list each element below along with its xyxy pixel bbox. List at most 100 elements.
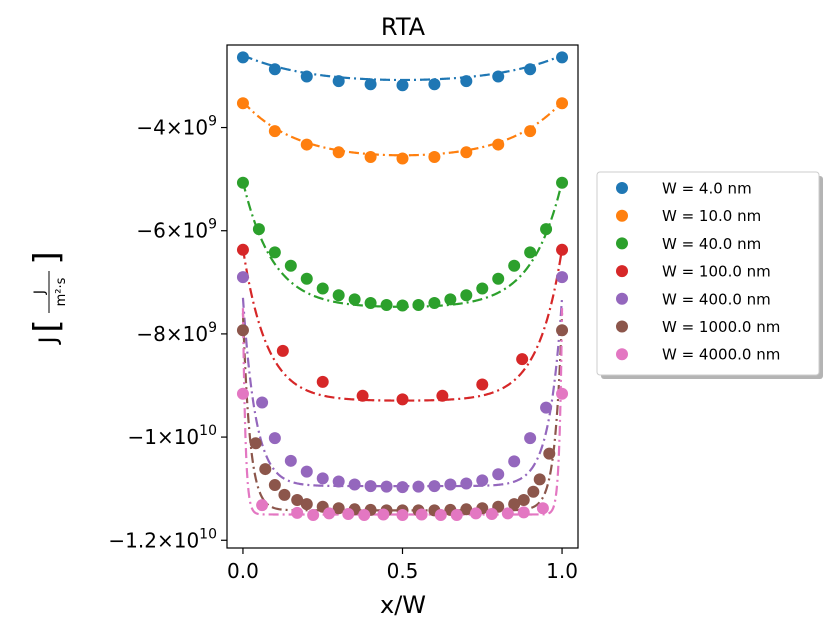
data-point [348, 293, 361, 306]
legend-marker [616, 237, 628, 250]
legend-marker [616, 292, 628, 305]
data-point [268, 246, 281, 259]
data-point [356, 389, 369, 402]
data-point [316, 375, 329, 388]
x-tick-label: 0.0 [227, 559, 259, 583]
fit-line [241, 248, 564, 402]
y-axis-label-denominator: m²·s [54, 277, 69, 306]
data-point [332, 146, 345, 159]
data-point [380, 299, 393, 312]
legend-marker [616, 320, 628, 333]
data-point [249, 437, 262, 450]
legend-label: W = 4000.0 nm [662, 346, 780, 364]
data-point [444, 293, 457, 306]
legend-label: W = 4.0 nm [662, 180, 752, 198]
data-point [412, 480, 425, 493]
data-point [236, 243, 249, 256]
legend-box [596, 171, 820, 376]
data-point [460, 503, 473, 516]
data-point [460, 289, 473, 302]
fit-line [242, 101, 563, 157]
data-point [476, 474, 489, 487]
data-point [268, 479, 281, 492]
x-axis-label: x/W [380, 591, 426, 619]
data-point [364, 296, 377, 309]
data-point [396, 393, 409, 406]
data-point [428, 150, 441, 163]
y-tick-label: −1.2×1010 [108, 526, 217, 552]
x-tick-label: 1.0 [546, 559, 578, 583]
y-axis-label-symbol: J [34, 336, 62, 345]
data-point [323, 507, 336, 520]
data-point [278, 488, 291, 501]
data-point [236, 271, 249, 284]
chart-title: RTA [381, 13, 426, 41]
y-tick-label: −1×1010 [127, 423, 217, 449]
data-point [316, 472, 329, 485]
legend-marker [616, 182, 628, 194]
data-point [332, 289, 345, 302]
data-point [527, 485, 540, 498]
data-point [536, 502, 549, 515]
data-point [516, 353, 529, 366]
plot-area [226, 44, 579, 549]
data-point [396, 79, 409, 92]
legend-marker [616, 265, 628, 278]
data-point [396, 299, 409, 312]
legend-items: W = 4.0 nm W = 10.0 nm W = 40.0 nm W = 100.… [616, 180, 780, 364]
data-point [377, 508, 390, 521]
data-point [476, 378, 489, 391]
data-point [469, 507, 482, 520]
data-point [332, 502, 345, 515]
data-point [284, 259, 297, 272]
data-point [501, 507, 514, 520]
data-point [524, 63, 537, 76]
data-point [428, 480, 441, 493]
data-point [517, 506, 530, 519]
data-point [236, 176, 249, 189]
data-point [543, 447, 556, 460]
data-point [300, 465, 313, 478]
data-point [540, 223, 553, 236]
data-point [256, 396, 269, 409]
data-point [434, 508, 447, 521]
data-point [256, 499, 269, 512]
y-axis-label: J [ J m²·s ] [27, 251, 69, 345]
data-point [428, 296, 441, 309]
data-point [284, 454, 297, 467]
data-point [533, 473, 546, 486]
data-point [300, 138, 313, 151]
data-point [291, 506, 304, 519]
data-point [268, 63, 281, 76]
data-point [428, 78, 441, 91]
y-axis-label-bracket-left: [ [27, 319, 67, 332]
data-point [348, 478, 361, 491]
data-point [492, 468, 505, 481]
data-point [556, 387, 569, 400]
data-point [380, 480, 393, 493]
data-point [444, 478, 457, 491]
data-point [540, 401, 553, 414]
legend-marker [616, 348, 628, 361]
data-point [236, 97, 249, 110]
y-tick-label: −8×109 [136, 320, 217, 346]
data-point [236, 324, 249, 337]
x-axis-ticks: 0.0 0.5 1.0 [227, 548, 578, 583]
data-point [492, 70, 505, 83]
legend-label: W = 40.0 nm [662, 235, 761, 253]
data-point [460, 75, 473, 88]
x-tick-label: 0.5 [387, 559, 419, 583]
data-point [415, 508, 428, 521]
data-point [291, 494, 304, 507]
data-point [508, 455, 521, 468]
data-point [332, 475, 345, 488]
data-point [412, 299, 425, 312]
data-point [524, 432, 537, 445]
legend-label: W = 10.0 nm [662, 207, 761, 225]
data-point [268, 432, 281, 445]
data-point [396, 152, 409, 165]
data-point [517, 494, 530, 507]
data-point [358, 508, 371, 521]
data-point [436, 389, 449, 402]
y-axis-label-bracket-right: ] [27, 251, 67, 264]
